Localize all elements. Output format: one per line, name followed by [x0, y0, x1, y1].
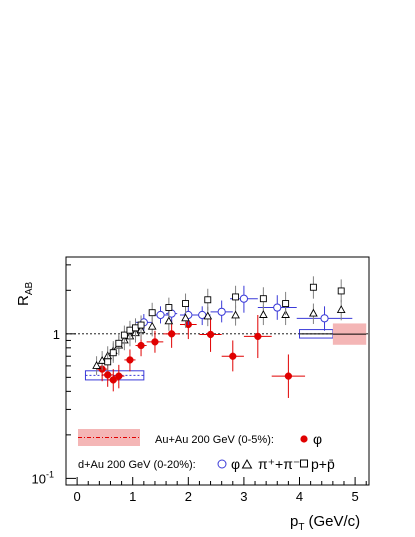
x-axis-title: pT (GeV/c) [290, 513, 360, 533]
data-point [164, 316, 174, 325]
data-point [320, 314, 329, 323]
data-point [167, 330, 176, 338]
data-point [137, 321, 145, 329]
data-point [126, 326, 134, 334]
data-point [204, 296, 212, 304]
x-tick-label: 4 [296, 489, 303, 504]
data-point [147, 321, 157, 330]
legend-pion-symbol: π⁺+π⁻ [258, 456, 300, 472]
legend: Au+Au 200 GeV (0-5%): φ d+Au 200 GeV (0-… [78, 429, 335, 472]
series-0 [96, 310, 306, 398]
data-point [198, 310, 207, 320]
legend-dau-phi-symbol: φ [231, 456, 240, 472]
data-point [231, 310, 240, 319]
y-tick-label: 1 [53, 327, 60, 342]
legend-pion-marker [241, 458, 253, 469]
data-point [182, 300, 189, 307]
data-point [115, 339, 123, 347]
data-point [259, 310, 268, 318]
legend-dau-label: d+Au 200 GeV (0-20%): [78, 459, 196, 471]
data-point [284, 372, 293, 380]
data-point [282, 300, 290, 307]
data-point [165, 304, 173, 311]
data-point [229, 352, 237, 360]
legend-auau-phi-marker [300, 435, 308, 443]
data-point [97, 355, 107, 364]
data-point [115, 372, 123, 380]
data-point [92, 360, 101, 369]
x-tick-label: 3 [240, 489, 247, 504]
data-point [148, 309, 156, 317]
data-point [104, 358, 112, 366]
legend-dau-phi-marker [217, 459, 227, 469]
data-point [120, 331, 128, 339]
data-point [156, 310, 165, 320]
data-point [206, 330, 215, 339]
data-point [217, 307, 226, 316]
data-point [273, 303, 282, 312]
data-point [203, 311, 213, 320]
legend-auau-label: Au+Au 200 GeV (0-5%): [155, 434, 274, 446]
y-tick-label-exponent: -1 [46, 469, 54, 479]
data-point [336, 305, 346, 314]
legend-proton-marker [300, 459, 308, 468]
x-tick-label: 2 [185, 489, 192, 504]
y-axis-title: RAB [15, 281, 35, 306]
data-point [254, 332, 262, 341]
data-point [337, 287, 345, 295]
data-point [259, 295, 267, 303]
data-point [181, 313, 190, 322]
data-point [232, 293, 240, 301]
data-point [104, 371, 112, 379]
x-tick-label: 0 [74, 489, 81, 504]
legend-auau-phi-symbol: φ [313, 431, 322, 447]
data-point [126, 356, 134, 364]
data-point [137, 341, 145, 350]
legend-proton-symbol: p+p̄ [311, 456, 335, 472]
data-point [109, 349, 117, 357]
data-point [151, 338, 159, 346]
x-tick-label: 1 [129, 489, 136, 504]
data-point [132, 324, 139, 332]
x-tick-label: 5 [351, 489, 358, 504]
data-point [239, 294, 249, 303]
plot-frame [65, 256, 370, 486]
series-3 [104, 276, 345, 372]
data-point [309, 308, 318, 317]
data-point [309, 283, 317, 291]
